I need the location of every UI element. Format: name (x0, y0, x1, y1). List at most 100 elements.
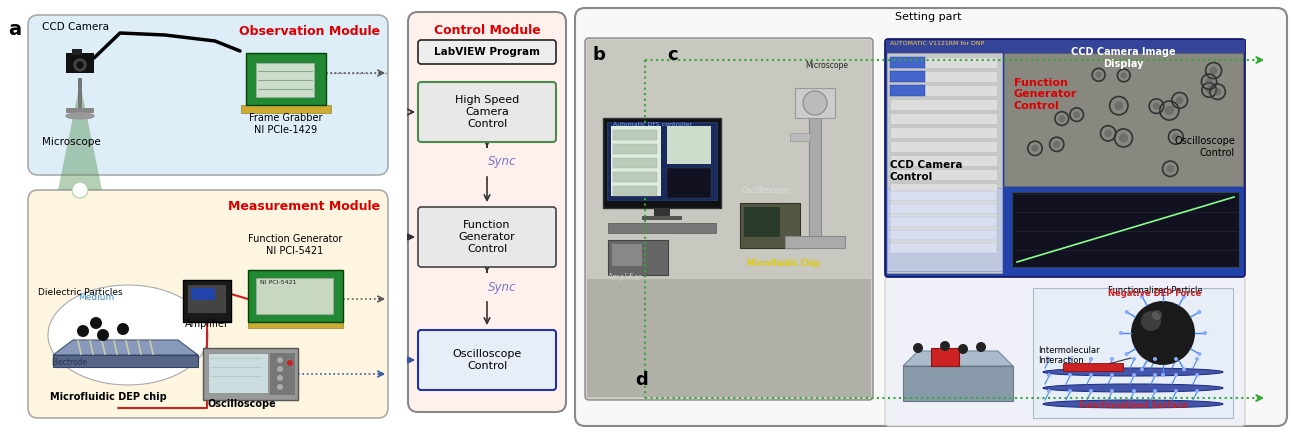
Circle shape (1074, 111, 1080, 118)
Circle shape (958, 344, 967, 354)
Bar (1004, 53, 1243, 186)
Polygon shape (903, 366, 1013, 401)
Circle shape (1164, 106, 1175, 115)
Circle shape (1110, 357, 1114, 361)
Bar (66, 108, 95, 113)
Bar (890, 127, 997, 138)
Circle shape (1089, 389, 1093, 393)
Bar (890, 57, 997, 68)
Bar (246, 53, 326, 105)
Bar (890, 217, 997, 227)
Bar (642, 216, 682, 220)
Bar (890, 197, 997, 208)
Text: Oscilloscope: Oscilloscope (207, 399, 276, 409)
Bar (667, 168, 711, 198)
Circle shape (1124, 310, 1129, 314)
Circle shape (1119, 133, 1128, 142)
Bar (890, 230, 997, 240)
Circle shape (1203, 331, 1207, 335)
Circle shape (277, 375, 284, 381)
Text: Microscope: Microscope (41, 137, 101, 147)
Bar (607, 122, 717, 200)
Bar (890, 141, 997, 152)
Bar (613, 244, 642, 266)
FancyBboxPatch shape (884, 39, 1244, 277)
Circle shape (74, 59, 85, 71)
Circle shape (89, 317, 102, 329)
Polygon shape (53, 355, 198, 367)
Bar (66, 53, 95, 73)
Bar (1063, 363, 1123, 371)
Circle shape (277, 366, 284, 372)
Circle shape (1132, 373, 1136, 377)
Bar (611, 126, 660, 196)
Bar (890, 71, 925, 82)
FancyBboxPatch shape (418, 82, 556, 142)
Bar (249, 322, 343, 328)
FancyBboxPatch shape (418, 40, 556, 64)
Circle shape (1206, 78, 1213, 86)
Circle shape (1182, 367, 1186, 372)
FancyBboxPatch shape (418, 330, 556, 390)
Polygon shape (903, 351, 1013, 366)
Bar (613, 130, 657, 140)
Ellipse shape (48, 285, 208, 385)
Text: AUTOMATIC V1121RM for DNP: AUTOMATIC V1121RM for DNP (890, 41, 984, 46)
Bar (884, 39, 1244, 53)
Circle shape (1175, 389, 1178, 393)
Circle shape (1132, 389, 1136, 393)
Bar (607, 240, 668, 275)
Circle shape (1176, 97, 1184, 104)
Circle shape (1131, 301, 1195, 365)
Text: CCD Camera
Control: CCD Camera Control (890, 160, 962, 182)
Bar (809, 108, 821, 238)
Text: Automatic DFS controller: Automatic DFS controller (613, 122, 692, 127)
Bar (931, 348, 960, 366)
Bar (890, 169, 997, 180)
Bar (890, 191, 997, 201)
Text: d: d (635, 371, 648, 389)
Bar (607, 223, 716, 233)
Text: CCD Camera Image
Display: CCD Camera Image Display (1071, 47, 1176, 69)
Circle shape (1140, 294, 1143, 299)
Bar (890, 85, 997, 96)
Circle shape (1198, 352, 1202, 356)
Circle shape (1114, 101, 1123, 110)
Circle shape (1198, 310, 1202, 314)
Circle shape (1110, 373, 1114, 377)
Bar (190, 288, 215, 300)
Text: Microfluidic DEP chip: Microfluidic DEP chip (51, 392, 167, 402)
Circle shape (1046, 373, 1052, 377)
Circle shape (1162, 289, 1166, 293)
Bar (890, 85, 925, 96)
FancyBboxPatch shape (408, 12, 566, 412)
Bar (890, 204, 997, 214)
Bar (188, 285, 227, 313)
Text: Functionalized Particle: Functionalized Particle (1109, 286, 1203, 295)
Circle shape (1153, 103, 1160, 110)
Text: Sync: Sync (488, 155, 517, 168)
Circle shape (1124, 352, 1129, 356)
FancyBboxPatch shape (585, 38, 873, 400)
Bar (587, 40, 872, 398)
Circle shape (1110, 389, 1114, 393)
Bar (890, 113, 997, 124)
FancyBboxPatch shape (884, 276, 1244, 426)
Bar (890, 155, 997, 166)
Bar (890, 71, 997, 82)
Circle shape (1213, 88, 1221, 96)
Circle shape (1167, 165, 1175, 173)
Circle shape (1153, 310, 1162, 320)
Bar (613, 158, 657, 168)
Text: c: c (667, 46, 677, 64)
Text: Sync: Sync (488, 281, 517, 294)
Circle shape (1141, 311, 1162, 331)
Text: Oscilloscope
Control: Oscilloscope Control (452, 349, 522, 371)
Bar (745, 207, 780, 237)
Bar (587, 279, 872, 397)
Ellipse shape (66, 113, 95, 119)
Circle shape (1206, 86, 1212, 94)
Circle shape (287, 360, 293, 366)
Bar (203, 348, 298, 400)
Ellipse shape (1042, 368, 1222, 376)
